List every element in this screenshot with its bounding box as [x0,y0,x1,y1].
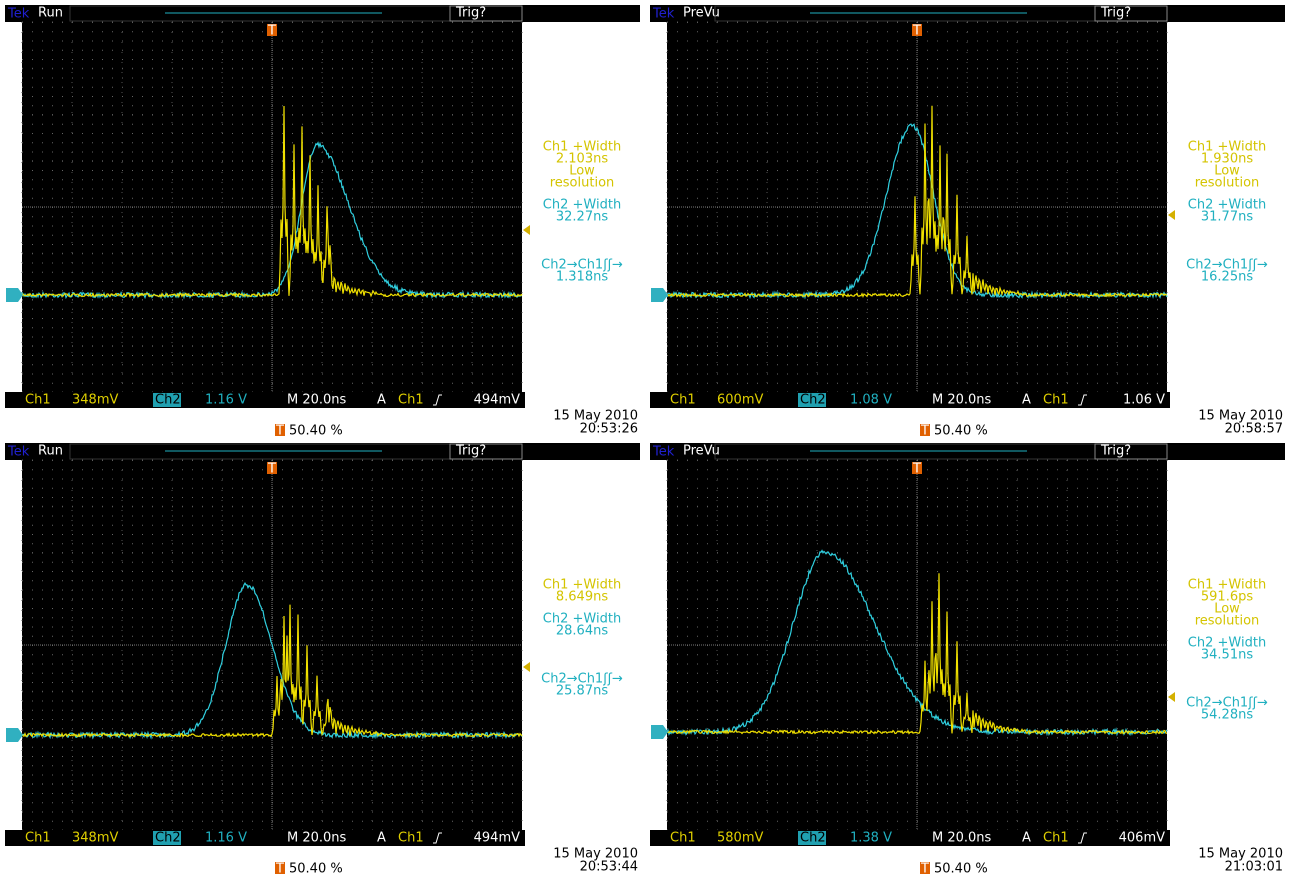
trig-status: Trig? [1100,444,1131,459]
trigger-channel: Ch1 [1043,831,1069,846]
measurement-text: 8.649ns [556,590,608,605]
time: 20:58:57 [1225,422,1283,437]
trigger-level: 1.06 V [1123,393,1165,408]
trigger-channel: Ch1 [1043,393,1069,408]
scope-screen: Tek Run Trig? T Ch1 348mV Ch2 1.16 V M 20.0ns A Ch… [5,5,640,439]
ch2-ground-marker [6,728,23,742]
trigger-pos-marker: T [920,424,929,439]
measurement-text: 34.51ns [1201,648,1253,663]
trigger-level-arrow [523,225,530,235]
trigger-level: 406mV [1119,831,1165,846]
ch2-scale: 1.16 V [205,393,247,408]
timebase: M 20.0ns [932,393,992,408]
ch2-ground-marker [6,288,23,302]
time: 21:03:01 [1225,860,1283,875]
trigger-marker: T [267,24,276,39]
trigger-label: A [1022,831,1031,846]
trigger-label: A [1022,393,1031,408]
measurement-text: resolution [550,176,615,191]
brand: Tek [652,7,675,22]
measurement-text: 25.87ns [556,684,608,699]
trigger-label: A [377,393,386,408]
timebase: M 20.0ns [287,831,347,846]
brand: Tek [7,7,30,22]
brand: Tek [7,445,30,460]
trigger-level-arrow [1168,210,1175,220]
status: Run [38,6,63,21]
trigger-marker: T [912,462,921,477]
measurement-text: resolution [1195,614,1260,629]
page: Tek Run Trig? T Ch1 348mV Ch2 1.16 V M 20.0ns A Ch… [0,0,1289,875]
trigger-level-arrow [1168,692,1175,702]
trigger-marker: T [267,462,276,477]
ch2-label: Ch2 [800,831,826,846]
measurement-text: 32.27ns [556,210,608,225]
trigger-channel: Ch1 [398,393,424,408]
scope-screen: Tek Run Trig? T Ch1 348mV Ch2 1.16 V M 20.0ns A Ch… [5,443,640,875]
ch1-scale: 600mV [717,393,763,408]
trigger-pos-marker: T [275,862,284,875]
trigger-marker: T [912,24,921,39]
trig-status: Trig? [1100,6,1131,21]
trigger-label: A [377,831,386,846]
ch2-scale: 1.16 V [205,831,247,846]
trig-status: Trig? [455,6,486,21]
ch2-scale: 1.38 V [850,831,892,846]
time: 20:53:44 [580,860,638,875]
brand: Tek [652,445,675,460]
ch1-label: Ch1 [25,393,51,408]
trigger-position: 50.40 % [289,424,343,439]
ch2-scale: 1.08 V [850,393,892,408]
scope-screen: Tek PreVu Trig? T Ch1 600mV Ch2 1.08 V M 20.0ns A… [650,5,1285,439]
trigger-level-arrow [523,662,530,672]
status: PreVu [683,6,720,21]
trig-status: Trig? [455,444,486,459]
trigger-level: 494mV [474,831,520,846]
ch1-label: Ch1 [670,393,696,408]
ch2-label: Ch2 [155,831,181,846]
trigger-channel: Ch1 [398,831,424,846]
ch1-label: Ch1 [670,831,696,846]
ch1-scale: 580mV [717,831,763,846]
screenshot: Tek Run Trig? T Ch1 348mV Ch2 1.16 V M 20.0ns A Ch… [0,0,1289,875]
trigger-position: 50.40 % [934,862,988,875]
trigger-level: 494mV [474,393,520,408]
ch2-ground-marker [651,288,668,302]
measurement-text: resolution [1195,176,1260,191]
measurement-text: 1.318ns [556,270,608,285]
timebase: M 20.0ns [932,831,992,846]
ch1-scale: 348mV [72,831,118,846]
measurement-text: 28.64ns [556,624,608,639]
trigger-pos-marker: T [920,862,929,875]
status: Run [38,444,63,459]
trigger-pos-marker: T [275,424,284,439]
measurement-text: 16.25ns [1201,270,1253,285]
trigger-position: 50.40 % [289,862,343,875]
ch1-label: Ch1 [25,831,51,846]
ch2-label: Ch2 [800,393,826,408]
measurement-text: 31.77ns [1201,210,1253,225]
measurement-text: 54.28ns [1201,708,1253,723]
timebase: M 20.0ns [287,393,347,408]
ch2-label: Ch2 [155,393,181,408]
ch2-ground-marker [651,725,668,739]
time: 20:53:26 [580,422,638,437]
scope-screen: Tek PreVu Trig? T Ch1 580mV Ch2 1.38 V M 20.0ns A… [650,443,1285,875]
ch1-scale: 348mV [72,393,118,408]
trigger-position: 50.40 % [934,424,988,439]
status: PreVu [683,444,720,459]
